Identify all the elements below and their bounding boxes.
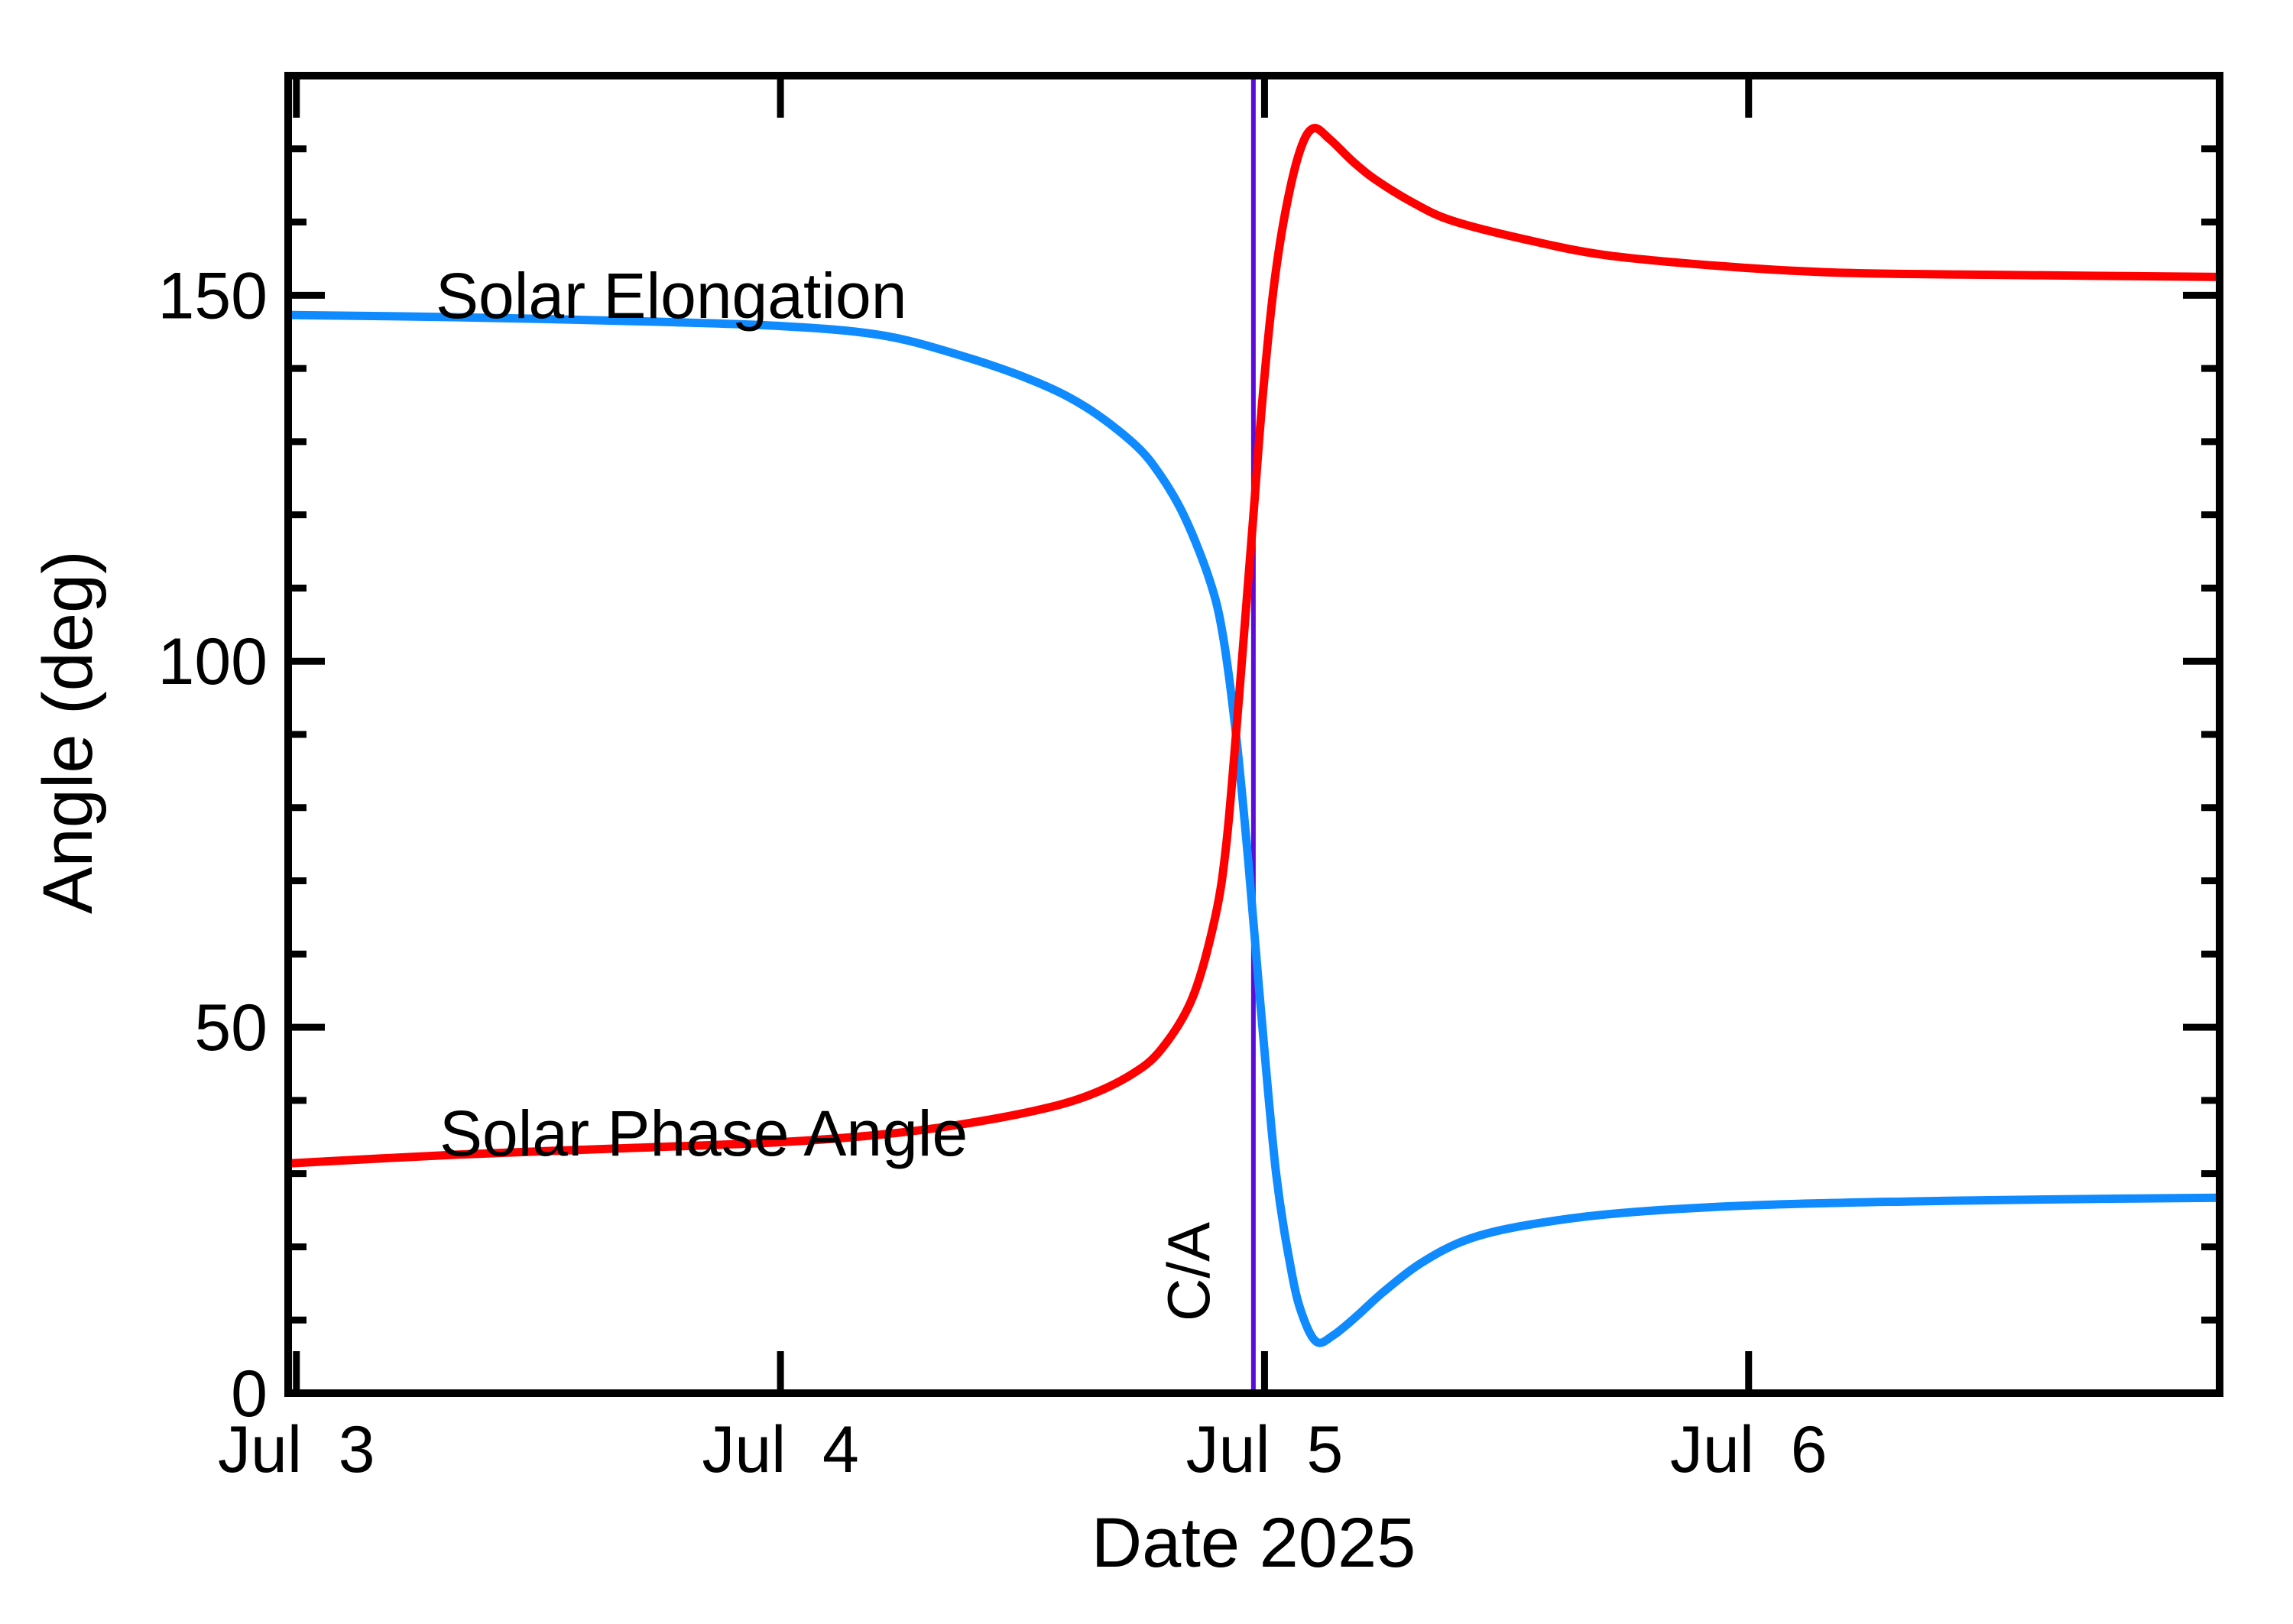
x-axis-title: Date 2025 [1091,1504,1416,1582]
y-tick-label: 0 [231,1357,268,1431]
x-tick-label: Jul 5 [1186,1413,1344,1486]
x-tick-label: Jul 6 [1670,1413,1828,1486]
x-tick-label: Jul 3 [218,1413,375,1486]
solar-elongation-curve-label: Solar Elongation [436,260,906,332]
data-curves [288,124,2220,1347]
solar-elongation-curve [288,310,2220,1347]
y-axis-title: Angle (deg) [29,550,107,914]
y-tick-label: 150 [158,259,268,332]
solar-phase-angle-curve-label: Solar Phase Angle [439,1097,968,1169]
x-tick-label: Jul 4 [702,1413,859,1486]
solar-phase-angle-curve [288,124,2220,1168]
y-tick-label: 100 [158,625,268,699]
y-tick-label: 50 [194,991,268,1065]
plot-frame [284,72,2223,1397]
closest-approach-label: C/A [1155,1222,1222,1321]
axis-tick-labels: Jul 3 Jul 4 Jul 5 Jul 6 0 50 100 150 [158,259,1828,1486]
